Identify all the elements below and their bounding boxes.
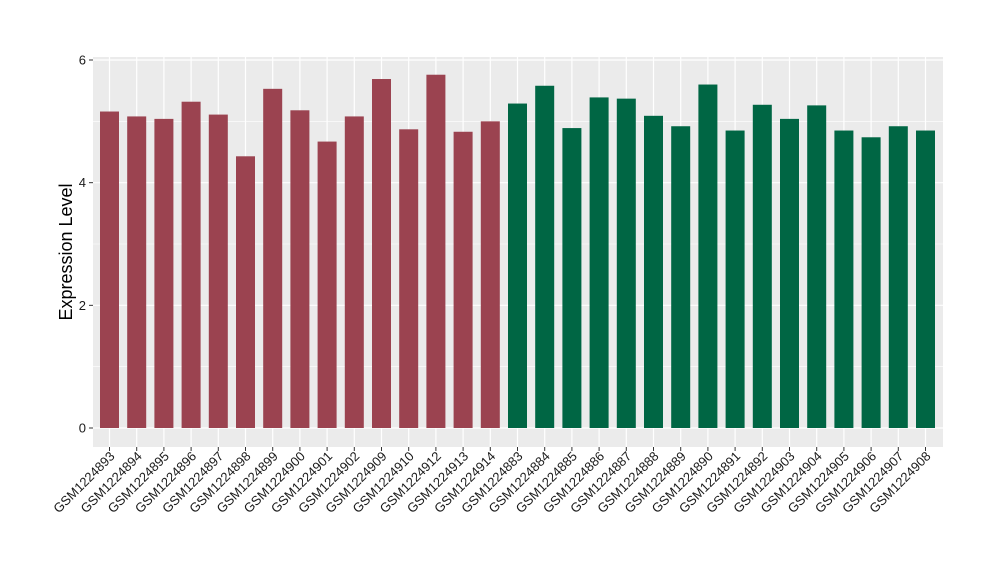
bar-GSM1224893 bbox=[100, 111, 119, 429]
bar-GSM1224906 bbox=[861, 137, 881, 428]
y-axis: 0 2 4 6 bbox=[79, 53, 93, 436]
bar-GSM1224909 bbox=[372, 79, 391, 428]
bar-GSM1224900 bbox=[290, 110, 310, 428]
bar-GSM1224885 bbox=[562, 128, 582, 428]
bar-GSM1224901 bbox=[317, 141, 337, 428]
bar-GSM1224914 bbox=[480, 121, 500, 428]
bar-GSM1224898 bbox=[236, 156, 255, 428]
bar-GSM1224887 bbox=[616, 98, 636, 428]
bar-GSM1224886 bbox=[589, 97, 609, 428]
bar-GSM1224907 bbox=[888, 126, 908, 429]
bar-GSM1224888 bbox=[644, 115, 663, 429]
bar-GSM1224912 bbox=[426, 74, 446, 428]
bar-GSM1224899 bbox=[263, 88, 283, 429]
bar-GSM1224894 bbox=[127, 116, 147, 428]
bar-GSM1224897 bbox=[208, 114, 228, 428]
bar-GSM1224903 bbox=[780, 118, 799, 428]
bar-GSM1224891 bbox=[725, 130, 745, 429]
y-axis-title: Expression Level bbox=[56, 183, 76, 320]
bars bbox=[100, 74, 935, 429]
y-tick-label: 4 bbox=[79, 175, 86, 190]
bar-GSM1224910 bbox=[399, 129, 419, 428]
bar-GSM1224884 bbox=[535, 85, 555, 428]
y-tick-label: 2 bbox=[79, 298, 86, 313]
y-tick-label: 0 bbox=[79, 421, 86, 436]
bar-GSM1224892 bbox=[752, 104, 772, 429]
bar-GSM1224913 bbox=[453, 131, 473, 428]
bar-GSM1224908 bbox=[916, 130, 935, 429]
bar-GSM1224889 bbox=[671, 126, 691, 429]
bar-GSM1224890 bbox=[698, 84, 718, 429]
bar-GSM1224902 bbox=[344, 116, 364, 428]
y-tick-label: 6 bbox=[79, 53, 86, 68]
bar-GSM1224883 bbox=[508, 103, 527, 429]
bar-GSM1224904 bbox=[807, 105, 827, 429]
bar-GSM1224896 bbox=[181, 101, 201, 428]
x-axis: GSM1224893GSM1224894GSM1224895GSM1224896… bbox=[50, 447, 934, 516]
bar-GSM1224905 bbox=[834, 130, 854, 429]
bar-GSM1224895 bbox=[154, 118, 174, 428]
